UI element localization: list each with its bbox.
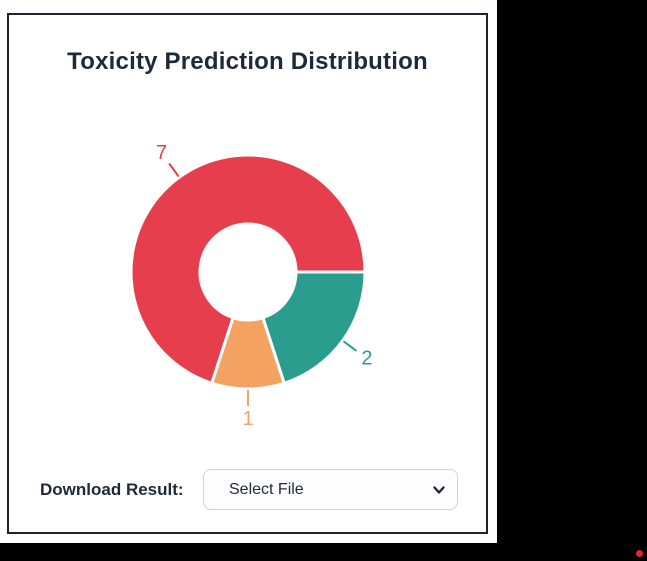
donut-chart: 7 2 1 [129,142,372,430]
callout-line-0 [168,163,180,178]
callout-line-1 [342,340,357,352]
download-file-select[interactable]: Select File [203,469,458,510]
chart-title: Toxicity Prediction Distribution [67,48,428,75]
data-label-2: 1 [242,408,253,430]
data-label-0: 7 [156,142,167,164]
file-select-wrap: Select File [203,469,458,510]
content-area: Toxicity Prediction Distribution 7 2 1 Dow… [0,0,497,543]
donut-segment-2[interactable] [210,316,286,391]
donut-segment-0[interactable] [129,153,367,385]
chart-card: Toxicity Prediction Distribution 7 2 1 Dow… [7,13,488,534]
data-label-1: 2 [361,347,372,369]
donut-segment-1[interactable] [261,270,367,385]
download-result-label: Download Result: [40,480,184,499]
cursor-dot [636,550,643,557]
